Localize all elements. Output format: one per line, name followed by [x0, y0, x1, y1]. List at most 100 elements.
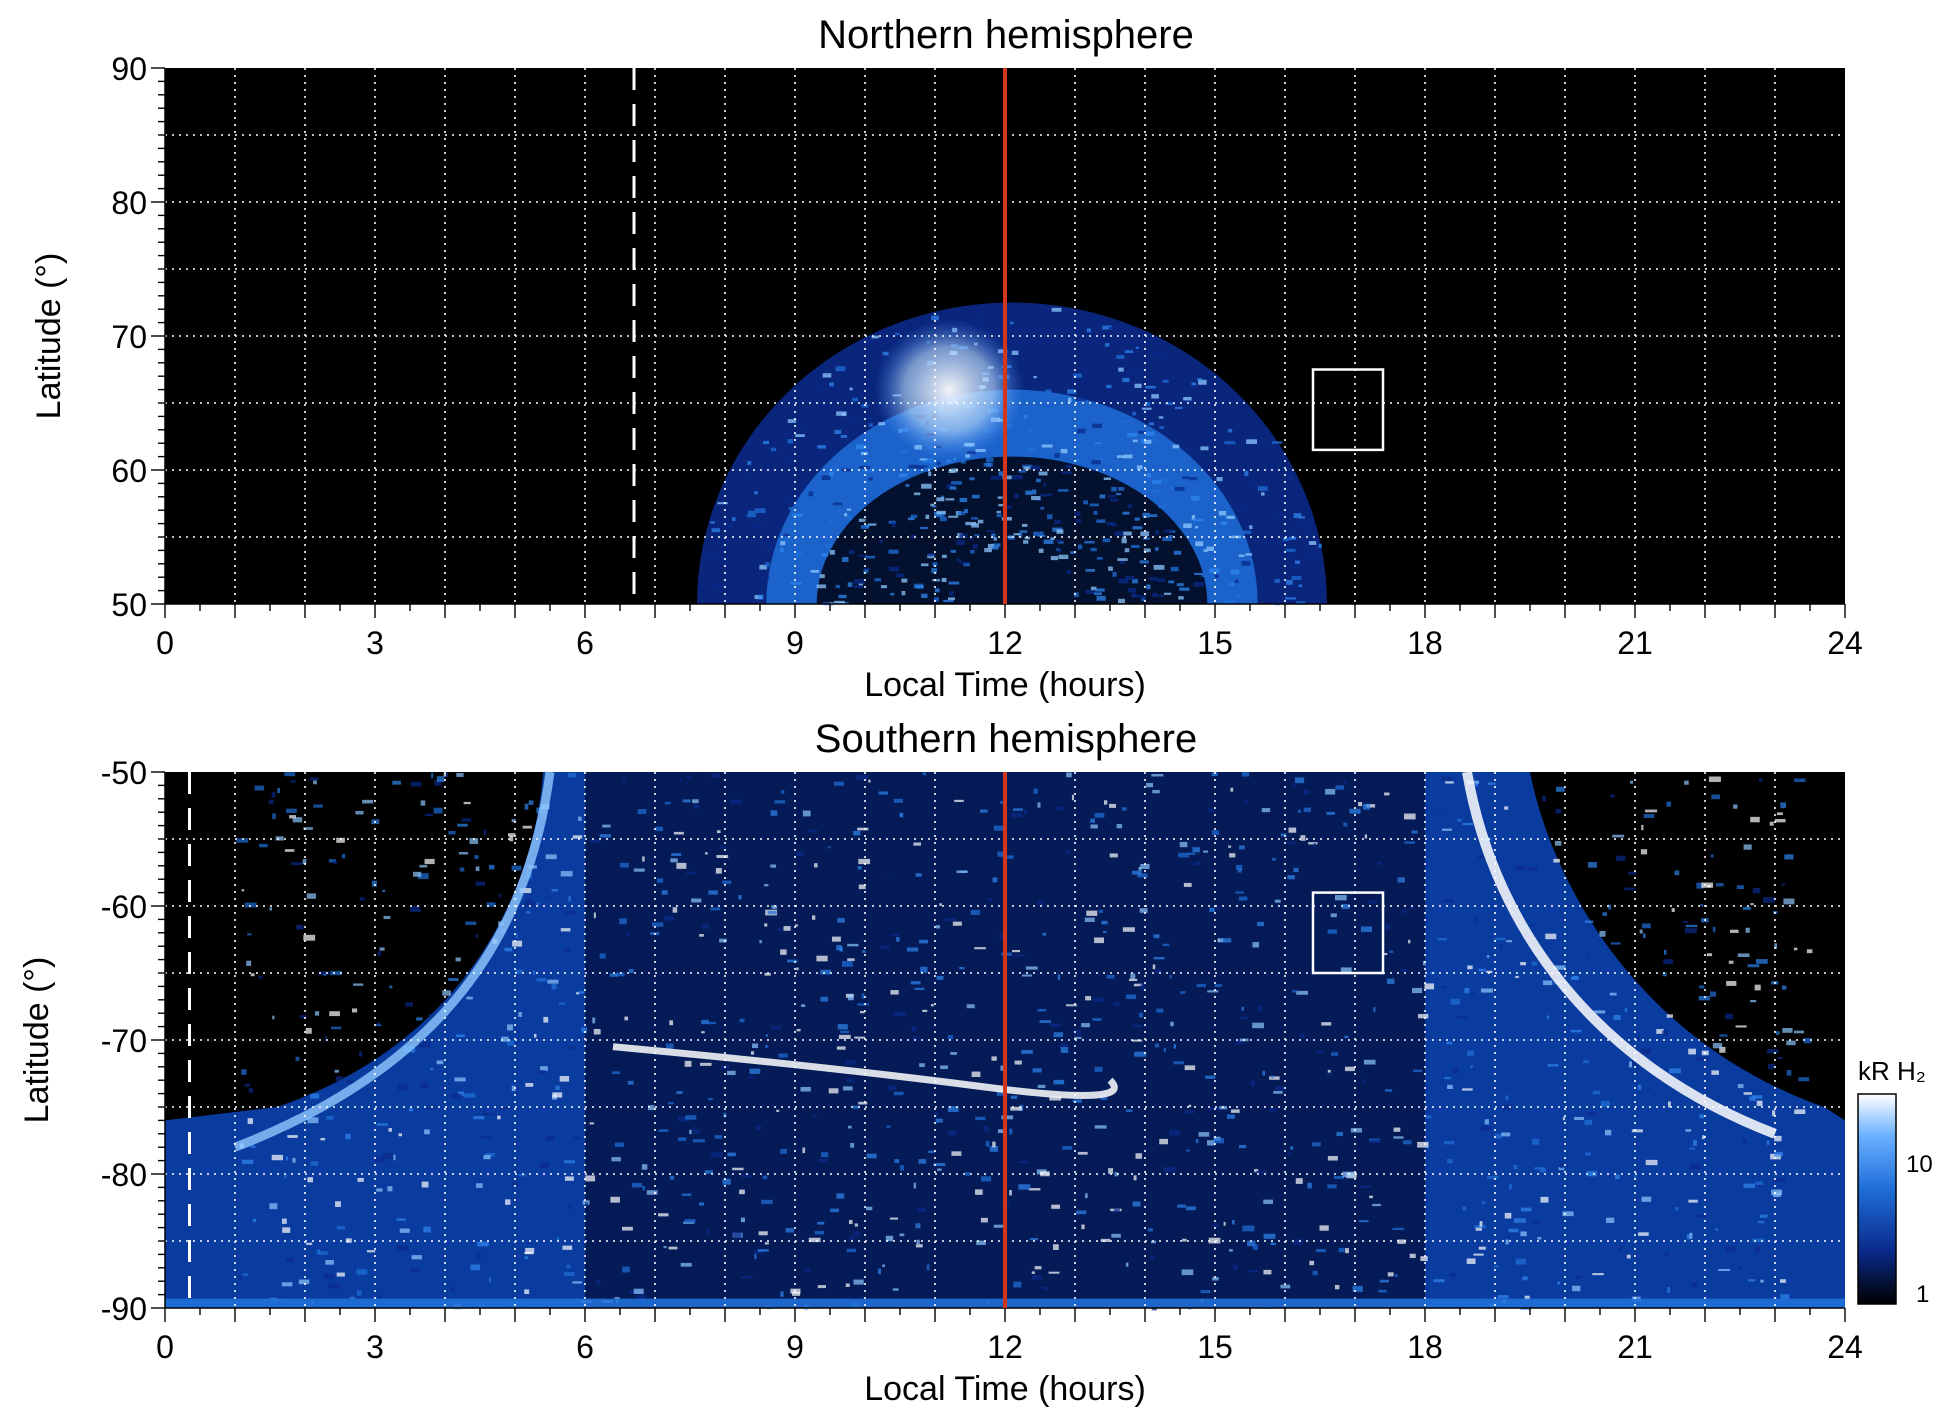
north-emission-streak [1118, 420, 1127, 424]
south-emission-streak [1338, 1247, 1345, 1253]
south-emission-streak [1586, 1112, 1597, 1116]
south-emission-streak [1682, 920, 1689, 923]
south-emission-streak [959, 967, 965, 970]
south-emission-streak [1725, 1013, 1733, 1020]
south-emission-streak [1154, 1043, 1160, 1048]
north-emission-streak [910, 534, 916, 539]
north-emission-streak [925, 459, 935, 464]
north-emission-streak [1039, 494, 1051, 497]
south-emission-streak [1092, 1018, 1102, 1021]
south-emission-streak [475, 881, 485, 886]
south-emission-streak [1364, 834, 1368, 839]
north-emission-streak [1013, 493, 1019, 499]
south-emission-streak [944, 918, 956, 922]
south-emission-streak [1065, 849, 1071, 854]
south-emission-streak [595, 1279, 601, 1285]
north-emission-streak [1067, 389, 1077, 394]
south-emission-streak [1293, 867, 1299, 873]
south-emission-streak [1101, 920, 1108, 925]
south-emission-streak [642, 1185, 645, 1191]
south-emission-streak [1021, 1049, 1033, 1054]
south-emission-streak [248, 1088, 254, 1093]
south-emission-streak [1553, 858, 1560, 863]
north-emission-streak [832, 502, 843, 506]
north-emission-streak [985, 457, 994, 463]
south-emission-streak [316, 1249, 321, 1254]
south-emission-streak [1686, 1234, 1691, 1240]
panel-south-title: Southern hemisphere [815, 717, 1197, 761]
south-emission-streak [1200, 1290, 1211, 1294]
north-emission-streak [1066, 569, 1071, 574]
south-emission-streak [1207, 1107, 1220, 1111]
south-emission-streak [1000, 1065, 1006, 1071]
south-emission-streak [236, 838, 249, 843]
north-emission-streak [1103, 477, 1111, 480]
south-emission-streak [1748, 1279, 1756, 1282]
south-emission-streak [1040, 1171, 1050, 1177]
south-emission-streak [1737, 1084, 1744, 1089]
south-emission-streak [1504, 1212, 1512, 1219]
south-emission-streak [1262, 1070, 1266, 1076]
south-emission-streak [1630, 780, 1634, 784]
north-emission-streak [787, 419, 797, 423]
south-emission-streak [971, 1071, 981, 1078]
south-emission-streak [996, 1090, 1006, 1096]
south-emission-streak [497, 1115, 501, 1120]
south-emission-streak [389, 985, 393, 989]
south-emission-streak [1048, 1271, 1060, 1274]
south-emission-streak [477, 1241, 489, 1247]
south-emission-streak [1771, 1189, 1782, 1196]
south-emission-streak [937, 1168, 942, 1171]
south-emission-streak [771, 905, 778, 909]
south-emission-streak [511, 865, 522, 871]
south-emission-streak [310, 1093, 320, 1099]
south-emission-streak [939, 903, 942, 906]
south-emission-streak [886, 1125, 891, 1128]
north-emission-streak [746, 514, 757, 518]
south-emission-streak [999, 933, 1002, 940]
south-emission-streak [1122, 927, 1135, 932]
south-emission-streak [1205, 1075, 1216, 1079]
south-emission-streak [1208, 808, 1216, 812]
south-emission-streak [548, 896, 551, 900]
north-emission-streak [932, 562, 938, 567]
south-emission-streak [693, 1129, 701, 1134]
south-emission-streak [1378, 1289, 1387, 1293]
north-emission-streak [1209, 568, 1220, 574]
south-emission-streak [463, 801, 471, 805]
south-emission-streak [1442, 828, 1452, 831]
colorbar-gradient [1857, 1093, 1897, 1305]
south-emission-streak [1531, 961, 1538, 966]
south-emission-streak [807, 829, 818, 833]
south-emission-streak [271, 1154, 284, 1161]
north-emission-streak [1299, 522, 1310, 527]
south-emission-streak [1247, 1270, 1259, 1273]
north-emission-streak [1102, 325, 1112, 330]
south-emission-streak [507, 1024, 513, 1031]
south-emission-streak [1103, 800, 1108, 805]
south-emission-streak [458, 1091, 465, 1096]
south-emission-streak [552, 1092, 563, 1098]
south-emission-streak [1109, 803, 1117, 808]
north-emission-streak [1149, 514, 1158, 518]
south-emission-streak [285, 808, 297, 813]
south-emission-streak [1239, 845, 1245, 850]
south-emission-streak [1798, 1077, 1810, 1082]
south-emission-streak [853, 830, 861, 836]
north-emission-streak [1206, 546, 1215, 552]
south-emission-streak [1269, 1076, 1280, 1080]
south-emission-streak [1363, 1078, 1366, 1084]
north-emission-streak [895, 332, 900, 336]
north-emission-streak [965, 521, 976, 526]
south-emission-streak [247, 933, 252, 936]
south-emission-streak [1540, 1196, 1549, 1203]
south-emission-streak [1689, 1163, 1701, 1170]
south-emission-streak [1349, 808, 1361, 814]
south-emission-streak [1755, 1181, 1764, 1185]
south-emission-streak [1719, 1034, 1728, 1037]
north-emission-streak [1282, 538, 1290, 542]
south-emission-streak [1340, 967, 1352, 974]
south-emission-streak [770, 1025, 782, 1030]
south-emission-streak [841, 960, 853, 967]
